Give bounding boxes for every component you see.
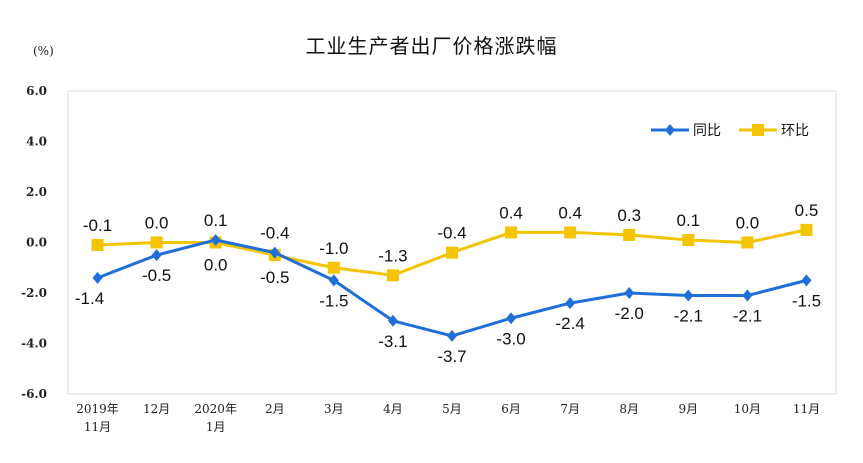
data-point-square [446, 246, 458, 259]
legend: 同比 环比 [651, 123, 809, 139]
x-tick-label: 11月 [793, 402, 820, 416]
data-point-diamond [506, 312, 517, 325]
data-label-yoy: -3.0 [496, 329, 525, 348]
x-tick-label: 2020年 [194, 402, 237, 416]
data-label-mom: 0.4 [499, 203, 523, 222]
data-label-yoy: -2.1 [733, 307, 762, 326]
y-tick-label: 2.0 [26, 185, 47, 199]
data-label-mom: -1.0 [319, 239, 348, 258]
y-tick-label: 4.0 [26, 135, 47, 149]
data-label-yoy: -3.1 [378, 332, 407, 351]
data-label-yoy: -0.5 [142, 266, 171, 285]
legend-label: 环比 [781, 123, 809, 139]
data-label-yoy: -1.5 [319, 291, 348, 310]
x-tick-label: 6月 [501, 402, 521, 416]
y-tick-label: 0.0 [26, 236, 47, 250]
legend-label: 同比 [693, 123, 721, 139]
x-tick-label: 11月 [84, 420, 111, 434]
x-tick-label: 10月 [734, 402, 761, 416]
legend-marker-diamond [665, 124, 675, 136]
data-point-square [623, 228, 636, 241]
data-point-square [564, 226, 577, 239]
y-tick-label: -6.0 [21, 387, 47, 401]
x-tick-label: 1月 [206, 420, 226, 434]
data-label-mom: 0.0 [736, 214, 760, 233]
x-tick-label: 7月 [560, 402, 580, 416]
data-label-mom: 0.0 [204, 256, 228, 275]
data-point-diamond [742, 289, 753, 302]
data-labels: -1.4 -0.5 0.1 -0.4 -1.5 -3.1 -3.7 -3.0 -2.4 -2.0 -… [75, 201, 821, 366]
data-point-diamond [92, 271, 103, 284]
series-layer [91, 223, 813, 342]
data-point-square [150, 236, 163, 249]
x-tick-label: 3月 [324, 402, 344, 416]
data-label-yoy: -1.5 [792, 291, 821, 310]
data-point-diamond [328, 274, 339, 287]
data-label-mom: 0.0 [145, 214, 169, 233]
data-label-mom: 0.1 [676, 211, 700, 230]
data-point-square [327, 261, 340, 274]
y-axis: 6.0 4.0 2.0 0.0 -2.0 -4.0 -6.0 [21, 84, 47, 401]
data-point-diamond [447, 329, 457, 342]
x-tick-label: 2月 [265, 402, 285, 416]
data-point-square [505, 226, 518, 239]
y-tick-label: -4.0 [21, 337, 47, 351]
data-point-diamond [565, 297, 576, 310]
data-label-mom: -0.5 [260, 268, 289, 287]
data-point-square [741, 236, 754, 249]
data-label-mom: -0.1 [83, 216, 112, 235]
data-point-square [800, 223, 813, 236]
data-point-square [91, 239, 104, 252]
data-point-diamond [801, 274, 812, 287]
data-label-yoy: -0.4 [260, 224, 289, 243]
data-label-mom: -0.4 [437, 224, 466, 243]
y-tick-label: 6.0 [26, 84, 47, 98]
data-point-diamond [269, 246, 280, 259]
data-point-diamond [387, 314, 398, 327]
data-label-yoy: -2.0 [615, 304, 644, 323]
x-tick-label: 12月 [143, 402, 170, 416]
x-tick-label: 5月 [442, 402, 462, 416]
data-point-square [386, 269, 399, 282]
data-label-mom: 0.3 [617, 206, 641, 225]
data-point-square [682, 233, 695, 246]
data-label-yoy: -2.1 [674, 307, 703, 326]
data-point-diamond [210, 233, 221, 246]
x-tick-label: 4月 [383, 402, 403, 416]
data-label-yoy: -2.4 [556, 314, 585, 333]
data-point-diamond [151, 249, 162, 262]
x-axis: 2019年 11月 12月 2020年 1月 2月 3月 4月 5月 6月 7月 8月 9月 10月 11月 [76, 402, 820, 434]
data-point-diamond [683, 289, 694, 302]
x-tick-label: 8月 [619, 402, 639, 416]
data-label-yoy: 0.1 [204, 211, 228, 230]
data-label-yoy: -1.4 [75, 289, 104, 308]
data-label-yoy: -3.7 [437, 347, 466, 366]
data-label-mom: -1.3 [378, 246, 407, 265]
legend-marker-square [752, 124, 764, 136]
data-label-mom: 0.4 [558, 203, 582, 222]
data-label-mom: 0.5 [795, 201, 819, 220]
y-axis-unit: (%) [33, 44, 54, 58]
chart-title: 工业生产者出厂价格涨跌幅 [305, 34, 558, 58]
x-tick-label: 2019年 [76, 402, 119, 416]
y-tick-label: -2.0 [21, 286, 47, 300]
data-point-diamond [624, 287, 635, 299]
x-tick-label: 9月 [678, 402, 698, 416]
